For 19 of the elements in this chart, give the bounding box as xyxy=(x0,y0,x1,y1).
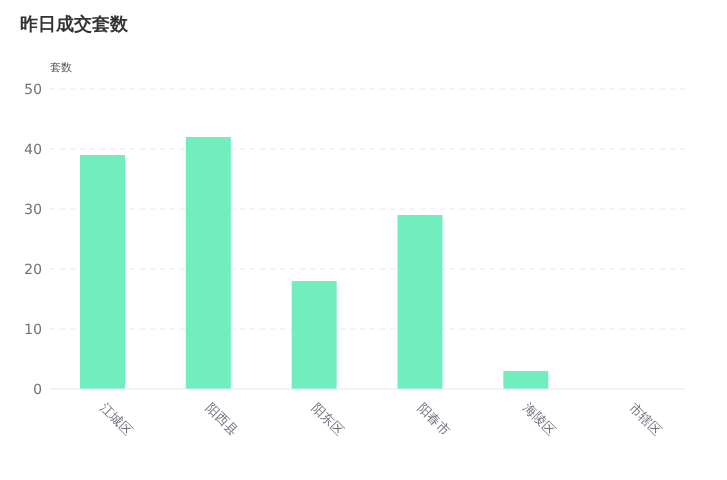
chart-title: 昨日成交套数 xyxy=(20,13,128,36)
y-tick-label: 20 xyxy=(24,262,42,278)
bar xyxy=(292,281,337,389)
y-tick-label: 40 xyxy=(24,142,42,158)
x-tick-label: 阳东区 xyxy=(308,400,346,439)
x-tick-label: 江城区 xyxy=(96,400,135,439)
x-tick-label: 阳春市 xyxy=(414,400,452,439)
bar xyxy=(186,137,231,389)
bar xyxy=(503,371,548,389)
x-tick-label: 市辖区 xyxy=(626,400,664,439)
y-tick-label: 30 xyxy=(24,202,42,218)
x-tick-label: 海陵区 xyxy=(520,400,558,439)
y-tick-label: 50 xyxy=(24,82,42,98)
bar xyxy=(80,155,125,389)
y-tick-label: 10 xyxy=(24,322,42,338)
bar xyxy=(398,215,442,389)
y-axis-title: 套数 xyxy=(50,60,72,75)
y-tick-label: 0 xyxy=(33,382,42,398)
x-tick-label: 阳西县 xyxy=(202,400,241,439)
